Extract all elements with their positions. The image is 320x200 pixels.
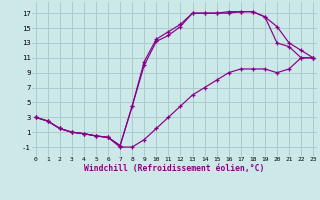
X-axis label: Windchill (Refroidissement éolien,°C): Windchill (Refroidissement éolien,°C) [84,164,265,172]
